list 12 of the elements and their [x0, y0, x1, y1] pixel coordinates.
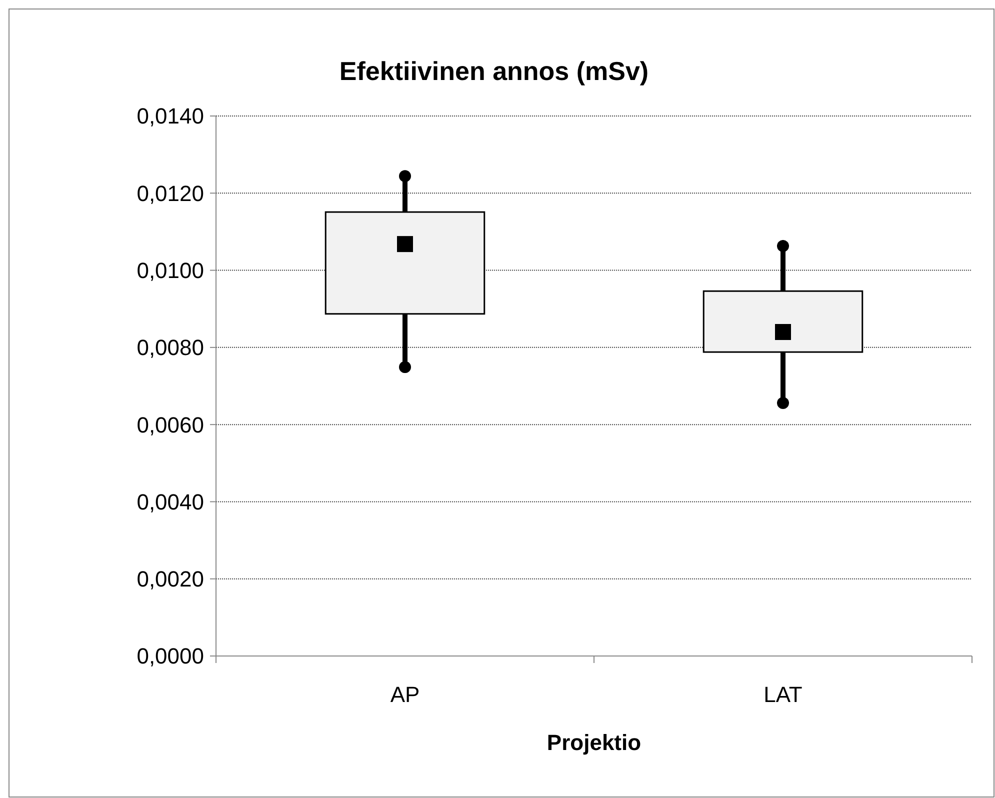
y-tick-label: 0,0040	[136, 489, 204, 514]
y-tick-label: 0,0140	[136, 104, 204, 129]
y-tick-label: 0,0020	[136, 566, 204, 592]
x-tick-label: LAT	[764, 682, 802, 707]
y-tick-label: 0,0060	[136, 412, 204, 438]
x-axis-title: Projektio	[546, 730, 642, 755]
y-tick-label: 0,0000	[136, 644, 204, 669]
y-tick-label: 0,0080	[136, 335, 204, 360]
y-tick-label: 0,0100	[136, 258, 204, 283]
y-tick-label: 0,0120	[136, 180, 204, 206]
chart-title: Efektiivinen annos (mSv)	[339, 56, 649, 86]
x-tick-label: AP	[390, 682, 420, 707]
